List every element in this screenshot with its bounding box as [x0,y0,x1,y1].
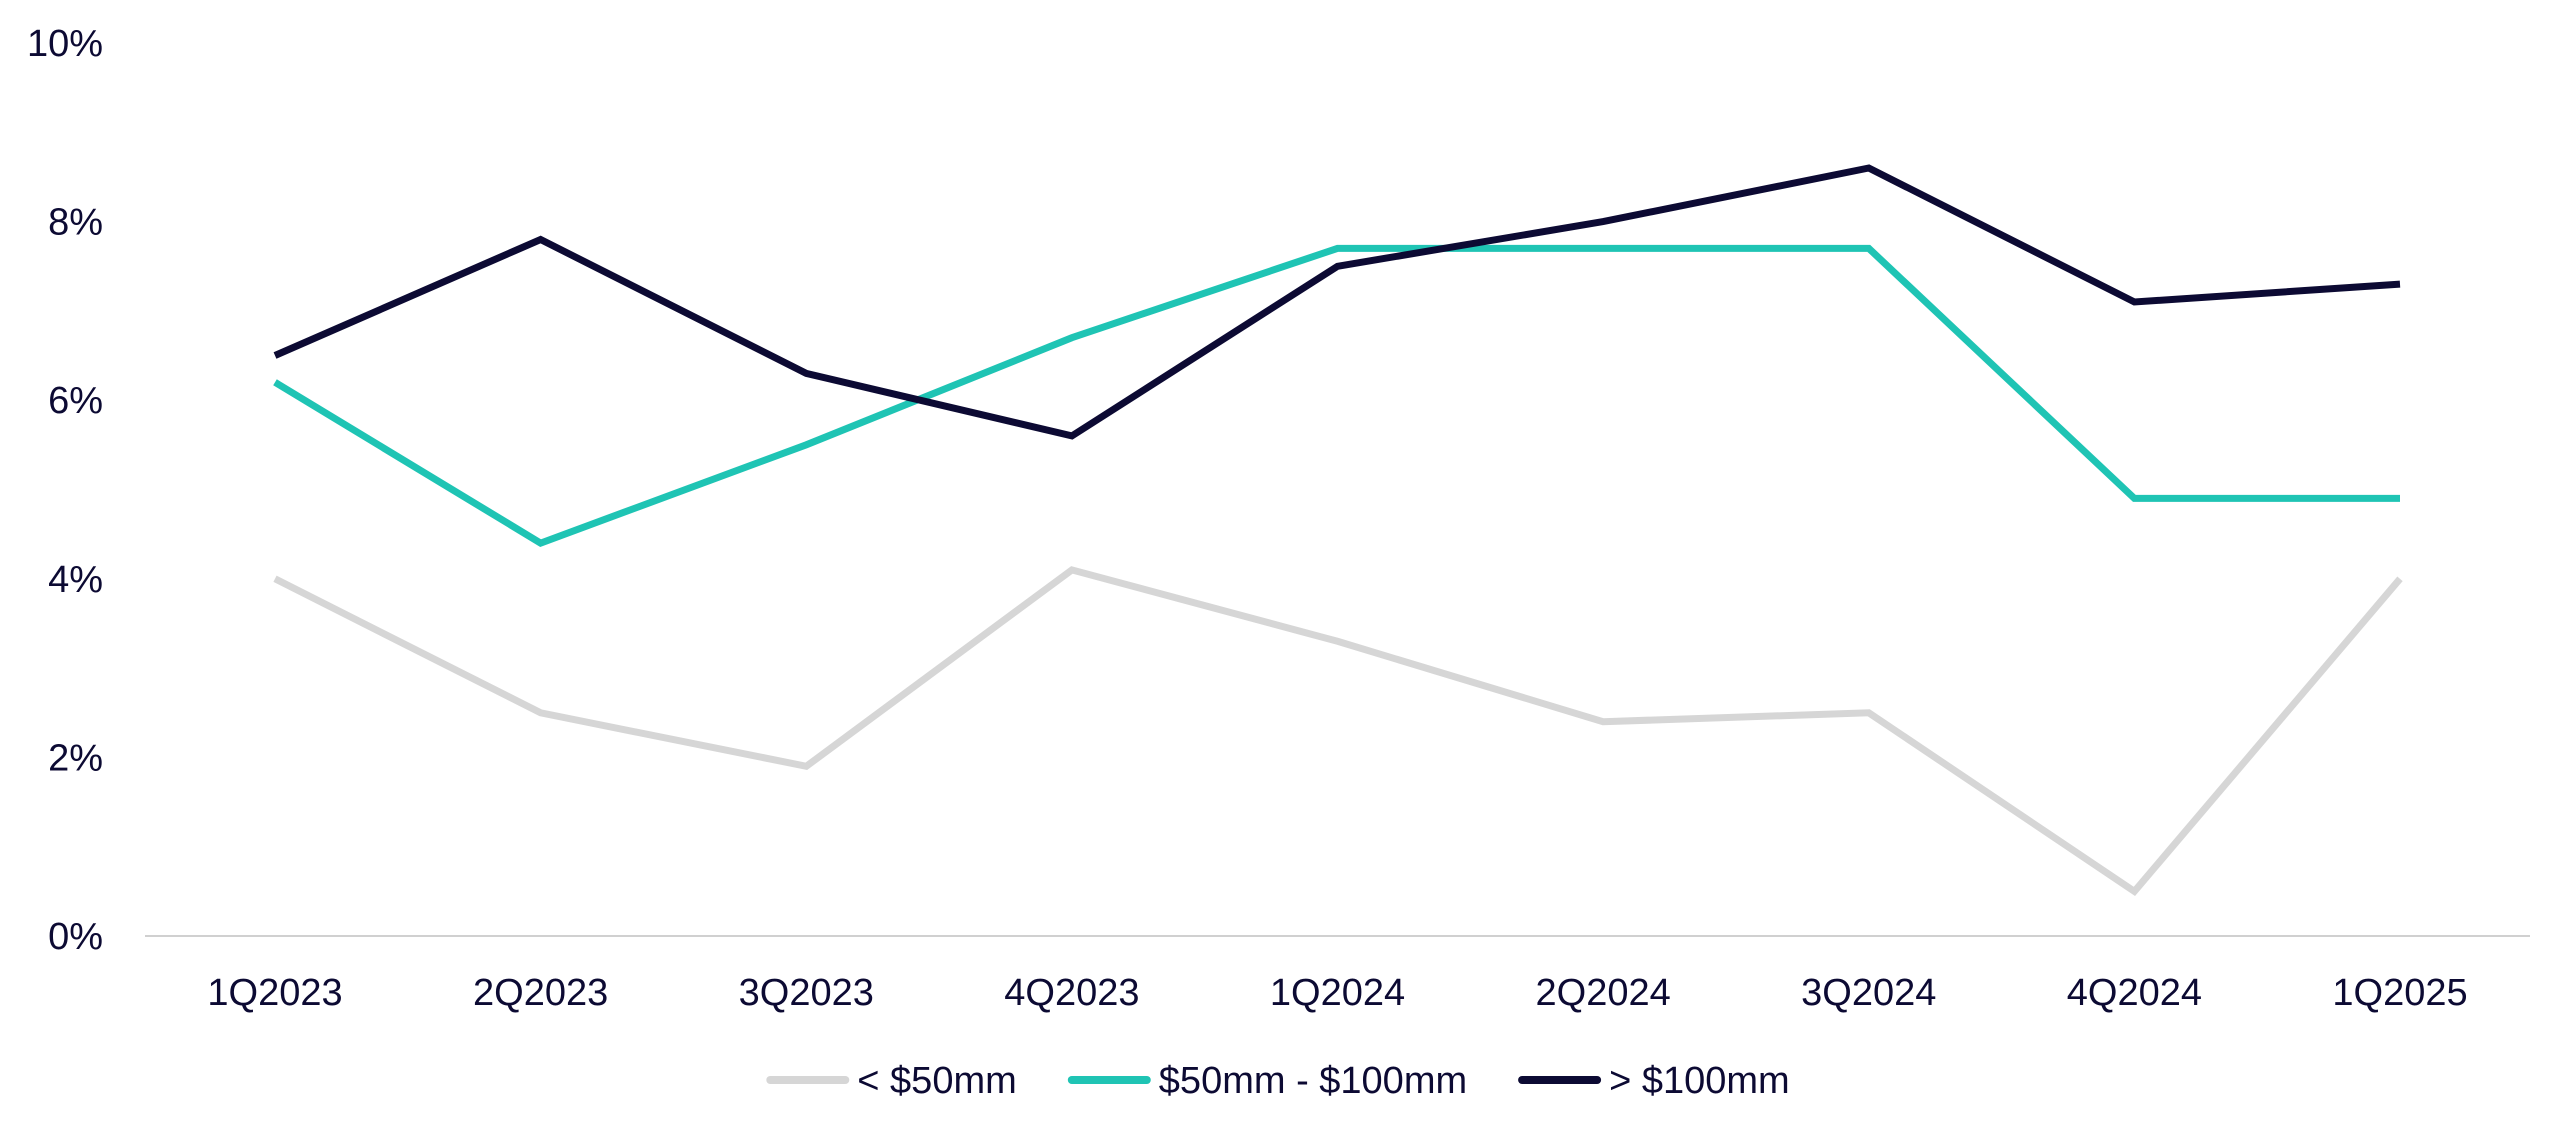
legend-label: $50mm - $100mm [1159,1060,1467,1102]
x-tick-label: 1Q2024 [1270,972,1405,1014]
x-tick-label: 2Q2023 [473,972,608,1014]
legend-item-1: $50mm - $100mm [1067,1060,1467,1102]
y-axis-ticks: 0% 2% 4% 6% 8% 10% [27,23,103,958]
legend-label: < $50mm [857,1060,1016,1102]
legend-label: > $100mm [1609,1060,1790,1102]
x-tick-label: 1Q2023 [207,972,342,1014]
x-tick-label: 2Q2024 [1536,972,1671,1014]
y-tick-label: 10% [27,23,103,65]
y-tick-label: 8% [48,202,103,244]
x-tick-label: 4Q2023 [1004,972,1139,1014]
legend-item-0: < $50mm [766,1060,1017,1102]
x-tick-label: 1Q2025 [2332,972,2467,1014]
y-tick-label: 4% [48,559,103,601]
x-tick-label: 4Q2024 [2067,972,2202,1014]
series-line-2 [273,164,2401,440]
x-tick-label: 3Q2024 [1801,972,1936,1014]
x-axis-ticks: 1Q2023 2Q2023 3Q2023 4Q2023 1Q2024 2Q2024 3Q20… [207,972,2467,1014]
series-lines [273,164,2403,897]
y-tick-label: 0% [48,916,103,958]
legend-item-2: > $100mm [1518,1060,1790,1102]
series-line-0 [273,566,2403,897]
series-line-1 [273,244,2400,547]
y-tick-label: 2% [48,737,103,779]
y-tick-label: 6% [48,380,103,422]
legend: < $50mm $50mm - $100mm > $100mm [766,1060,1790,1102]
x-tick-label: 3Q2023 [739,972,874,1014]
